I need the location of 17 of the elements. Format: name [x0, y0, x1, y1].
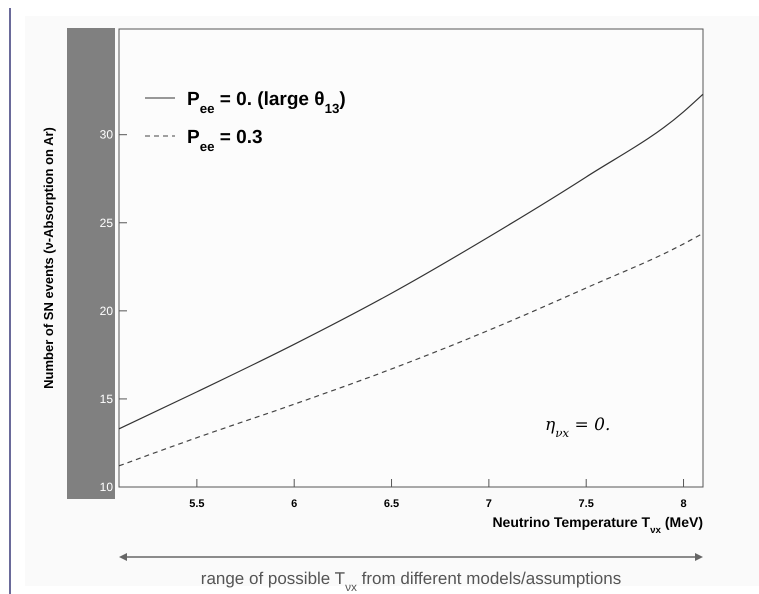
y-tick-label: 10 [100, 480, 114, 494]
x-tick-label: 5.5 [189, 498, 205, 510]
x-axis-title: Neutrino Temperature T$_{νx}$ (MeV) [492, 514, 703, 536]
x-tick-label: 8 [680, 498, 687, 510]
legend-label: P$_{ee}$ = 0. (large θ$_{13}$) [187, 89, 346, 116]
y-axis-title: Number of SN events (ν-Absorption on Ar) [41, 127, 56, 389]
y-tick-label: 25 [100, 216, 114, 230]
x-tick-label: 7 [486, 498, 492, 510]
annotation: η$_{νx}$ = 0. [545, 415, 610, 440]
y-tick-label: 30 [100, 128, 114, 142]
y-tick-label: 20 [100, 304, 114, 318]
x-tick-label: 6.5 [384, 498, 400, 510]
x-tick-label: 6 [291, 498, 298, 510]
x-tick-label: 7.5 [578, 498, 594, 510]
legend-label: P$_{ee}$ = 0.3 [187, 127, 263, 154]
y-tick-label: 15 [100, 392, 114, 406]
text: range of possible T$_{νx}$ from different models/assumptions [200, 569, 622, 594]
